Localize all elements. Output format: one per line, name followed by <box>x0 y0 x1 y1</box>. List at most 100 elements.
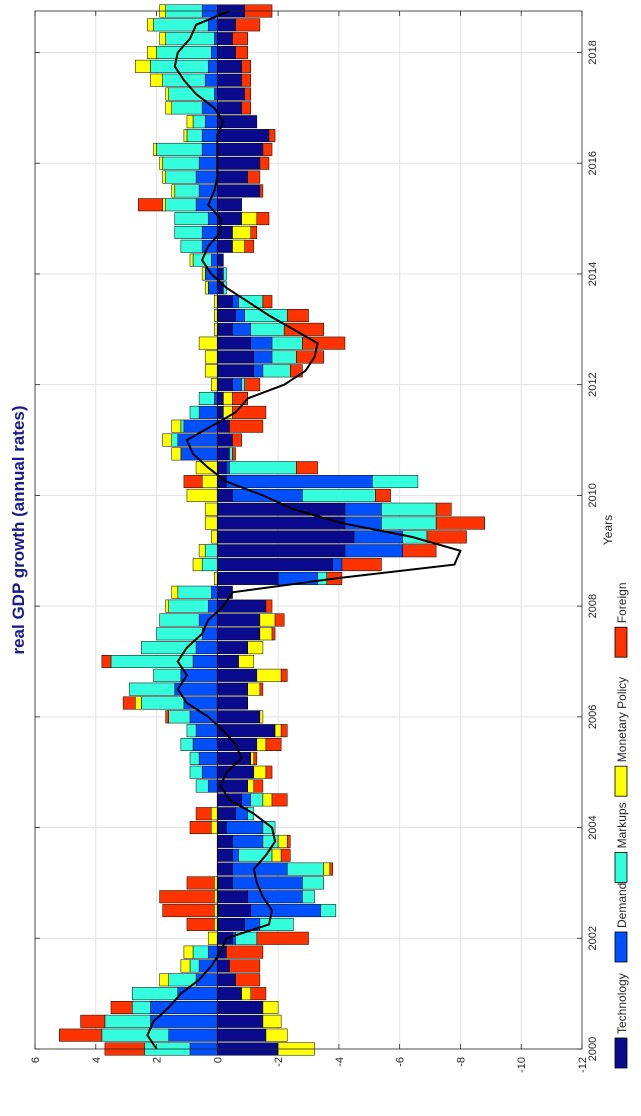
bar-foreign <box>265 599 273 613</box>
bar-monetary-policy <box>214 876 218 890</box>
bar-monetary-policy <box>189 253 194 267</box>
bar-technology <box>217 765 255 779</box>
bar-foreign <box>101 655 112 668</box>
bar-demand <box>195 170 218 184</box>
bar-technology <box>217 696 248 710</box>
bar-demand <box>204 115 218 129</box>
bar-markups <box>168 599 209 613</box>
legend-swatch <box>614 1037 628 1069</box>
bar-technology <box>217 544 346 558</box>
bar-monetary-policy <box>214 917 218 931</box>
bar-monetary-policy <box>259 613 276 627</box>
bar-markups <box>186 724 197 738</box>
bar-demand <box>195 724 218 738</box>
bar-markups <box>128 682 176 696</box>
bar-technology <box>217 959 230 973</box>
legend-label: Foreign <box>615 583 629 624</box>
bar-markups <box>165 198 197 212</box>
bar-technology <box>217 682 248 696</box>
bar-foreign <box>290 364 303 378</box>
bar-monetary-policy <box>256 738 267 751</box>
bar-monetary-policy <box>162 170 166 184</box>
bar-monetary-policy <box>204 350 218 364</box>
year-tick-label: 2014 <box>587 262 599 286</box>
bar-foreign <box>235 18 261 32</box>
bar-monetary-policy <box>183 129 188 143</box>
bar-demand <box>207 945 218 959</box>
bar-demand <box>195 198 218 212</box>
bar-demand <box>226 821 264 835</box>
bar-monetary-policy <box>211 821 218 835</box>
bar-demand <box>214 32 218 46</box>
value-tick-label: -6 <box>395 1057 407 1067</box>
bar-demand <box>211 253 218 267</box>
bar-markups <box>302 488 376 502</box>
bar-demand <box>247 890 303 904</box>
value-tick-label: -4 <box>334 1057 346 1067</box>
stacked-bars <box>59 4 486 1056</box>
bar-foreign <box>232 32 248 46</box>
bar-foreign <box>244 239 255 253</box>
bar-monetary-policy <box>323 862 331 876</box>
bar-markups <box>189 959 200 973</box>
bar-demand <box>201 142 218 156</box>
bar-demand <box>201 765 218 779</box>
bar-foreign <box>186 917 215 931</box>
bar-foreign <box>259 184 264 198</box>
total-growth-line <box>146 10 462 1050</box>
bar-monetary-policy <box>180 959 191 973</box>
bar-foreign <box>241 59 252 73</box>
bar-demand <box>198 156 218 170</box>
bar-monetary-policy <box>183 945 194 959</box>
bar-foreign <box>262 295 273 309</box>
bar-markups <box>381 516 437 530</box>
bar-demand <box>198 405 218 419</box>
bar-monetary-policy <box>165 101 173 115</box>
year-tick-label: 2008 <box>587 594 599 618</box>
bar-technology <box>217 668 258 682</box>
bar-foreign <box>229 419 264 433</box>
bar-monetary-policy <box>201 267 206 281</box>
bar-technology <box>217 184 261 198</box>
bar-foreign <box>426 530 467 544</box>
bar-technology <box>217 378 233 392</box>
bar-monetary-policy <box>238 655 255 668</box>
legend-label: Markups <box>615 802 629 848</box>
year-axis-ticks: 2000 2002 2004 2006 2008 2010 2012 2014 2016 2018 <box>35 40 599 1061</box>
bar-technology <box>217 198 242 212</box>
bar-monetary-policy <box>241 212 258 226</box>
value-tick-label: 4 <box>91 1057 103 1063</box>
bar-monetary-policy <box>247 641 264 655</box>
bar-technology <box>217 156 261 170</box>
bar-markups <box>204 544 218 558</box>
bar-demand <box>253 364 264 378</box>
bar-monetary-policy <box>192 558 203 572</box>
bar-monetary-policy <box>256 668 282 682</box>
bar-demand <box>192 738 218 751</box>
bar-foreign <box>256 931 309 945</box>
value-tick-label: 6 <box>30 1057 42 1063</box>
plot-frame <box>34 10 583 1050</box>
bar-demand <box>353 530 403 544</box>
bar-demand <box>344 544 403 558</box>
bar-monetary-policy <box>147 18 154 32</box>
bar-demand <box>183 696 218 710</box>
bar-monetary-policy <box>211 807 218 821</box>
bar-technology <box>217 987 242 1001</box>
bar-foreign <box>274 613 285 627</box>
year-tick-label: 2018 <box>587 40 599 64</box>
bar-demand <box>232 488 303 502</box>
bar-demand <box>226 475 373 489</box>
bar-technology <box>217 613 261 627</box>
bar-foreign <box>244 378 261 392</box>
bar-markups <box>141 696 185 710</box>
bar-demand <box>192 655 218 668</box>
bar-markups <box>159 613 200 627</box>
bar-technology <box>217 599 267 613</box>
bar-markups <box>271 336 303 350</box>
bar-monetary-policy <box>247 682 261 696</box>
bar-markups <box>153 668 182 682</box>
bar-technology <box>217 59 242 73</box>
bar-demand <box>232 834 264 848</box>
bar-foreign <box>189 821 212 835</box>
